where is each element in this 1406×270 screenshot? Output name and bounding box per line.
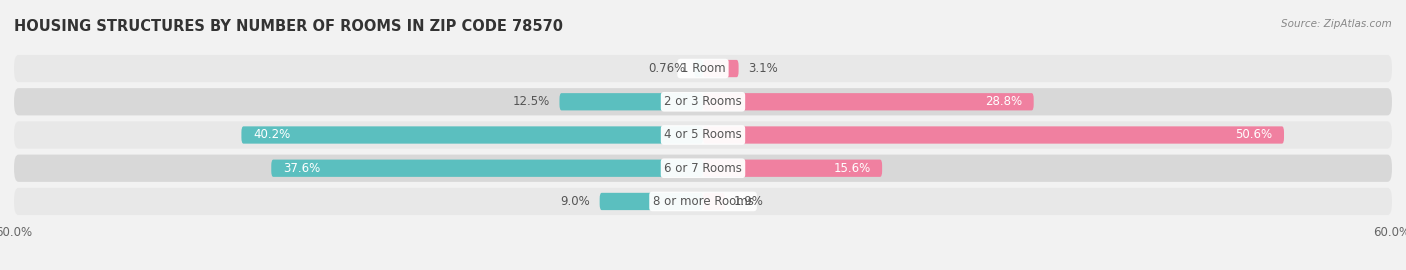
Text: Source: ZipAtlas.com: Source: ZipAtlas.com bbox=[1281, 19, 1392, 29]
Text: 12.5%: 12.5% bbox=[513, 95, 550, 108]
FancyBboxPatch shape bbox=[242, 126, 703, 144]
FancyBboxPatch shape bbox=[14, 155, 1392, 182]
FancyBboxPatch shape bbox=[703, 193, 725, 210]
Text: 37.6%: 37.6% bbox=[283, 162, 321, 175]
Text: 8 or more Rooms: 8 or more Rooms bbox=[652, 195, 754, 208]
FancyBboxPatch shape bbox=[14, 122, 1392, 148]
FancyBboxPatch shape bbox=[695, 60, 703, 77]
FancyBboxPatch shape bbox=[703, 160, 882, 177]
Text: 50.6%: 50.6% bbox=[1236, 129, 1272, 141]
Text: 6 or 7 Rooms: 6 or 7 Rooms bbox=[664, 162, 742, 175]
FancyBboxPatch shape bbox=[14, 55, 1392, 82]
Text: 1 Room: 1 Room bbox=[681, 62, 725, 75]
Text: 9.0%: 9.0% bbox=[561, 195, 591, 208]
Text: 1.9%: 1.9% bbox=[734, 195, 763, 208]
FancyBboxPatch shape bbox=[599, 193, 703, 210]
Text: 15.6%: 15.6% bbox=[834, 162, 870, 175]
FancyBboxPatch shape bbox=[14, 188, 1392, 215]
Text: 0.76%: 0.76% bbox=[648, 62, 685, 75]
FancyBboxPatch shape bbox=[271, 160, 703, 177]
FancyBboxPatch shape bbox=[703, 126, 1284, 144]
Text: 4 or 5 Rooms: 4 or 5 Rooms bbox=[664, 129, 742, 141]
Text: 40.2%: 40.2% bbox=[253, 129, 290, 141]
Text: 2 or 3 Rooms: 2 or 3 Rooms bbox=[664, 95, 742, 108]
FancyBboxPatch shape bbox=[703, 60, 738, 77]
FancyBboxPatch shape bbox=[560, 93, 703, 110]
Text: HOUSING STRUCTURES BY NUMBER OF ROOMS IN ZIP CODE 78570: HOUSING STRUCTURES BY NUMBER OF ROOMS IN… bbox=[14, 19, 562, 34]
Text: 3.1%: 3.1% bbox=[748, 62, 778, 75]
FancyBboxPatch shape bbox=[703, 93, 1033, 110]
FancyBboxPatch shape bbox=[14, 88, 1392, 115]
Text: 28.8%: 28.8% bbox=[986, 95, 1022, 108]
